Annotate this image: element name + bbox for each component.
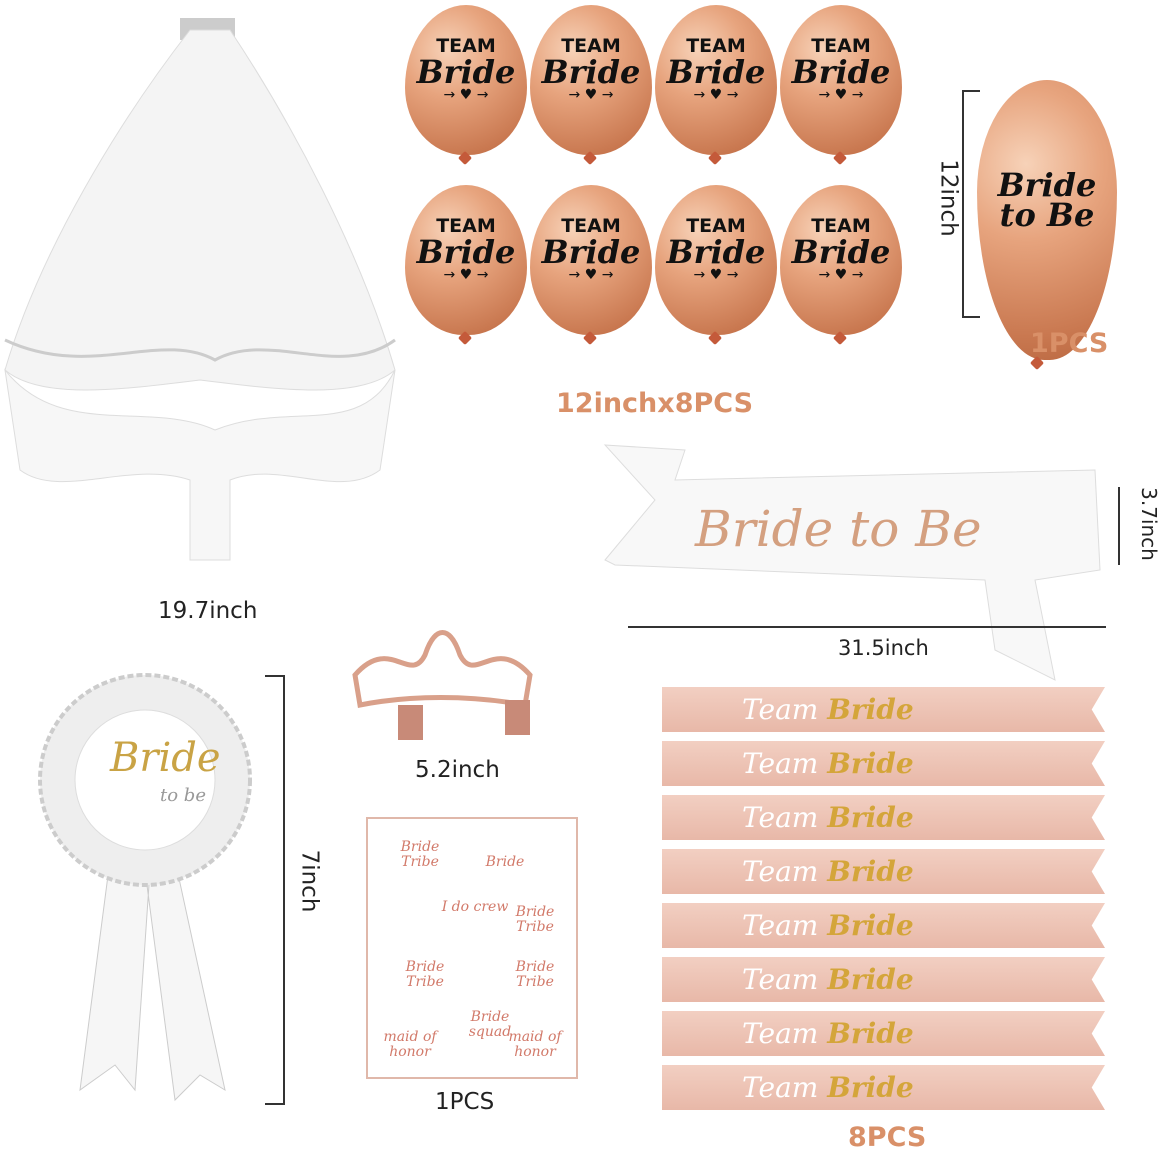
sash-width-line xyxy=(628,626,1106,628)
sash-bride-text: Bride xyxy=(827,1071,914,1104)
rosette-dimension-tick xyxy=(265,675,285,677)
team-bride-balloon: TEAM Bride → ♥ → xyxy=(655,5,777,155)
sash-height-line xyxy=(1118,487,1120,565)
sash-bride-text: Bride xyxy=(827,693,914,726)
rosette-badge xyxy=(38,673,252,1102)
tattoo-item: Bride Tribe xyxy=(515,904,555,935)
rosette-dimension-line xyxy=(283,675,285,1105)
sash-text: Bride to Be xyxy=(695,500,982,558)
sash-team-text: Team xyxy=(742,963,819,996)
arrow-heart-icon: → ♥ → xyxy=(693,87,739,103)
team-bride-sash: Team Bride xyxy=(662,903,1105,948)
sash-height-label: 3.7inch xyxy=(1136,487,1161,561)
team-bride-balloon: TEAM Bride → ♥ → xyxy=(655,185,777,335)
tattoo-item: Bride Tribe xyxy=(515,959,555,990)
balloon-bride-text: Bride xyxy=(541,233,641,271)
arrow-heart-icon: → ♥ → xyxy=(818,267,864,283)
sash-bride-text: Bride xyxy=(827,747,914,780)
arrow-heart-icon: → ♥ → xyxy=(818,87,864,103)
sash-bride-text: Bride xyxy=(827,855,914,888)
single-balloon-count-label: 1PCS xyxy=(1030,328,1109,359)
balloon-team-text: TEAM xyxy=(811,35,871,57)
sash-team-text: Team xyxy=(742,855,819,888)
team-bride-balloon: TEAM Bride → ♥ → xyxy=(405,5,527,155)
balloon-bride-text: Bride xyxy=(416,233,516,271)
balloon-bride-text: Bride xyxy=(791,233,891,271)
rosette-size-label: 7inch xyxy=(296,849,323,913)
sash-team-text: Team xyxy=(742,909,819,942)
team-bride-balloon: TEAM Bride → ♥ → xyxy=(780,185,902,335)
team-sash-count-label: 8PCS xyxy=(848,1122,927,1153)
balloon-dimension-tick xyxy=(962,90,980,92)
sash-team-text: Team xyxy=(742,1017,819,1050)
sash-bride-text: Bride xyxy=(827,963,914,996)
team-bride-balloon: TEAM Bride → ♥ → xyxy=(530,5,652,155)
balloon-text: to Be xyxy=(999,196,1095,234)
balloon-height-label: 12inch xyxy=(935,159,962,237)
balloon-team-text: TEAM xyxy=(686,35,746,57)
balloon-dimension-tick xyxy=(962,316,980,318)
sash-width-label: 31.5inch xyxy=(838,636,929,660)
sash-bride-text: Bride xyxy=(827,1017,914,1050)
arrow-heart-icon: → ♥ → xyxy=(443,87,489,103)
rosette-dimension-tick xyxy=(265,1103,285,1105)
veil-image xyxy=(4,18,396,561)
balloon-bride-text: Bride xyxy=(666,233,766,271)
balloon-dimension-line xyxy=(962,90,964,318)
balloon-text: Bride xyxy=(997,166,1097,204)
sash-team-text: Team xyxy=(742,693,819,726)
bride-to-be-balloon: Bride to Be xyxy=(977,80,1117,360)
balloon-bride-text: Bride xyxy=(666,53,766,91)
balloon-team-text: TEAM xyxy=(436,215,496,237)
balloon-team-text: TEAM xyxy=(436,35,496,57)
balloon-team-text: TEAM xyxy=(561,35,621,57)
tattoo-item: Bride squad xyxy=(468,1009,512,1040)
arrow-heart-icon: → ♥ → xyxy=(568,267,614,283)
tiara-size-label: 5.2inch xyxy=(415,757,500,783)
tattoo-item: maid of honor xyxy=(508,1029,562,1060)
team-bride-sash: Team Bride xyxy=(662,1011,1105,1056)
team-bride-balloon: TEAM Bride → ♥ → xyxy=(780,5,902,155)
team-bride-sash: Team Bride xyxy=(662,1065,1105,1110)
tattoo-item: maid of honor xyxy=(383,1029,437,1060)
balloon-team-text: TEAM xyxy=(686,215,746,237)
tattoo-item: Bride Tribe xyxy=(400,839,440,870)
arrow-heart-icon: → ♥ → xyxy=(443,267,489,283)
veil-size-label: 19.7inch xyxy=(158,598,258,624)
tattoo-sheet xyxy=(366,817,578,1079)
team-bride-balloon: TEAM Bride → ♥ → xyxy=(530,185,652,335)
tattoo-item: Bride xyxy=(485,854,525,870)
tiara-image xyxy=(352,630,533,740)
rosette-subtext: to be xyxy=(160,785,206,806)
arrow-heart-icon: → ♥ → xyxy=(693,267,739,283)
sash-team-text: Team xyxy=(742,801,819,834)
rosette-text: Bride xyxy=(110,735,221,781)
team-bride-sash: Team Bride xyxy=(662,795,1105,840)
team-bride-sash: Team Bride xyxy=(662,849,1105,894)
arrow-heart-icon: → ♥ → xyxy=(568,87,614,103)
balloon-team-text: TEAM xyxy=(561,215,621,237)
balloon-team-text: TEAM xyxy=(811,215,871,237)
sash-team-text: Team xyxy=(742,747,819,780)
sash-bride-text: Bride xyxy=(827,909,914,942)
balloon-bride-text: Bride xyxy=(791,53,891,91)
team-bride-sash: Team Bride xyxy=(662,687,1105,732)
tattoo-count-label: 1PCS xyxy=(435,1089,495,1115)
bride-to-be-sash xyxy=(603,444,1101,681)
team-bride-sash: Team Bride xyxy=(662,741,1105,786)
sash-bride-text: Bride xyxy=(827,801,914,834)
balloons-count-label: 12inchx8PCS xyxy=(556,388,754,419)
tattoo-item: I do crew xyxy=(441,899,509,915)
team-bride-sash: Team Bride xyxy=(662,957,1105,1002)
team-bride-balloon: TEAM Bride → ♥ → xyxy=(405,185,527,335)
sash-team-text: Team xyxy=(742,1071,819,1104)
balloon-bride-text: Bride xyxy=(541,53,641,91)
tattoo-item: Bride Tribe xyxy=(405,959,445,990)
balloon-bride-text: Bride xyxy=(416,53,516,91)
